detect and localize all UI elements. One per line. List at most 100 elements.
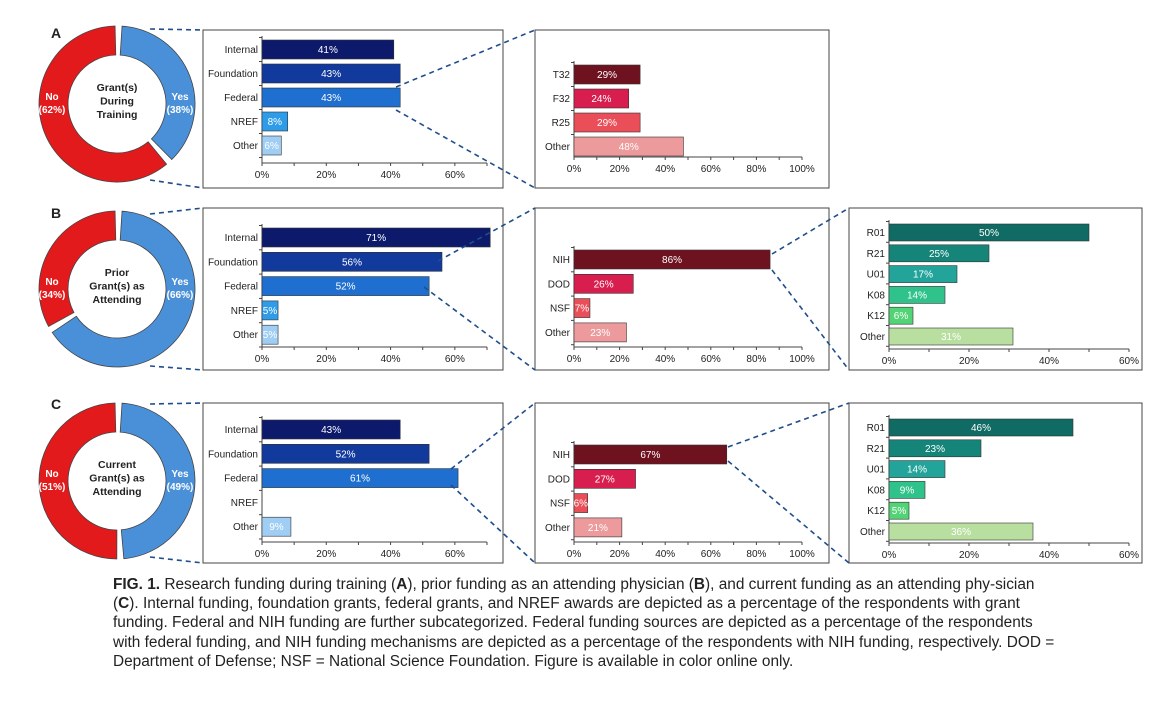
panel-c-bar-chart-3-bar-k08	[888, 481, 926, 499]
panel-a-bar-chart-1-bar-other	[261, 135, 282, 156]
caption-panel-b: B	[693, 576, 706, 593]
panel-a-bar-chart-2-x-tick-label: 100%	[789, 164, 815, 175]
caption-text-2: ), prior funding as an attending physici…	[407, 576, 694, 593]
panel-c-bar-chart-2-x-tick-label: 20%	[610, 549, 630, 560]
panel-c-bar-chart-3-x-tick-label: 0%	[882, 550, 897, 561]
panel-b-bar-chart-1-value-label: 52%	[336, 282, 356, 293]
caption-panel-a: A	[396, 576, 408, 593]
panel-b-bar-chart-3-value-label: 25%	[929, 249, 949, 260]
panel-c-bar-chart-2-category-label: NIH	[553, 450, 570, 461]
panel-c-bar-chart-1-bar-federal	[261, 468, 459, 488]
panel-b-bar-chart-3-category-label: K08	[867, 290, 885, 301]
panel-a-bar-chart-1-x-tick-label: 0%	[255, 170, 270, 181]
donut-slice-yes	[119, 25, 196, 161]
panel-a-chart-box-2	[534, 29, 830, 189]
panel-a-bar-chart-2-value-label: 48%	[619, 142, 639, 153]
zoom-connector-line	[771, 269, 850, 371]
panel-b-bar-chart-3-category-label: U01	[867, 270, 886, 281]
panel-b-bar-chart-1-category-label: Internal	[225, 233, 258, 244]
panel-c-bar-chart-3-value-label: 14%	[907, 465, 927, 476]
panel-c-bar-chart-1-category-label: Federal	[224, 474, 258, 485]
panel-b-bar-chart-3-x-tick-label: 60%	[1119, 356, 1139, 367]
panel-b-bar-chart-1-bar-internal	[261, 227, 491, 248]
panel-b-bar-chart-3-value-label: 17%	[913, 270, 933, 281]
panel-c-bar-chart-3-category-label: R21	[867, 444, 886, 455]
panel-b-bar-chart-3-x-tick-label: 0%	[882, 356, 897, 367]
panel-letter-b: B	[51, 205, 61, 221]
panel-c-bar-chart-3-bar-other	[888, 522, 1034, 541]
panel-a-bar-chart-2-value-label: 29%	[597, 118, 617, 129]
donut-slice-no	[38, 402, 118, 560]
panel-c-bar-chart-1-x-tick-label: 40%	[381, 549, 401, 560]
panel-b-bar-chart-1-category-label: Federal	[224, 282, 258, 293]
panel-b-bar-chart-1-x-tick-label: 20%	[316, 354, 336, 365]
panel-a-bar-chart-2-bar-r25	[573, 112, 641, 133]
panel-c-bar-chart-2-bar-other	[573, 517, 623, 538]
panel-c-bar-chart-2-category-label: NSF	[550, 499, 570, 510]
donut-center-title: Grant(s) as	[89, 473, 145, 485]
panel-a-bar-chart-2-x-tick-label: 0%	[567, 164, 582, 175]
donut-slice-yes	[51, 210, 196, 368]
panel-a-bar-chart-1-bar-federal	[261, 87, 401, 108]
panel-c-bar-chart-1-x-tick-label: 20%	[316, 549, 336, 560]
panel-c-bar-chart-3-bar-k12	[888, 501, 910, 520]
panel-b-bar-chart-2-x-tick-label: 40%	[655, 354, 675, 365]
panel-c-bar-chart-2-bar-nih	[573, 444, 728, 465]
panel-b-bar-chart-1-value-label: 71%	[366, 233, 386, 244]
panel-b-bar-chart-3-bar-r21	[888, 244, 990, 263]
panel-b-bar-chart-2-x-tick-label: 60%	[701, 354, 721, 365]
panel-c-bar-chart-3-x-tick-label: 40%	[1039, 550, 1059, 561]
panel-c-bar-chart-3-bar-u01	[888, 460, 946, 478]
panel-b-bar-chart-2-x-tick-label: 0%	[567, 354, 582, 365]
panel-c-bar-chart-2-x-tick-label: 0%	[567, 549, 582, 560]
panel-a-bar-chart-1-category-label: Foundation	[208, 69, 258, 80]
donut-slice-no	[38, 210, 117, 327]
panel-c-bar-chart-1-category-label: Internal	[225, 425, 258, 436]
panel-letter-a: A	[51, 25, 61, 41]
donut-no-label: No	[45, 469, 58, 480]
panel-b-bar-chart-3-category-label: Other	[860, 332, 886, 343]
donut-yes-label: Yes	[171, 469, 189, 480]
donut-yes-label: Yes	[171, 92, 189, 103]
panel-a-bar-chart-2-bar-t32	[573, 64, 641, 85]
donut-center-title: Current	[98, 459, 136, 471]
panel-c-bar-chart-2-value-label: 67%	[640, 450, 660, 461]
donut-no-percent: (51%)	[39, 482, 66, 493]
panel-b-bar-chart-3-value-label: 14%	[907, 290, 927, 301]
donut-center-title: Grant(s)	[97, 82, 138, 94]
panel-c-bar-chart-2-category-label: Other	[545, 523, 571, 534]
panel-b-bar-chart-3-bar-r01	[888, 223, 1090, 242]
panel-a-bar-chart-1-bar-foundation	[261, 63, 401, 84]
panel-b-bar-chart-2-category-label: DOD	[548, 279, 570, 290]
panel-c-bar-chart-2-x-tick-label: 100%	[789, 549, 815, 560]
panel-a-bar-chart-2-category-label: R25	[552, 118, 571, 129]
panel-a-bar-chart-2-x-tick-label: 60%	[701, 164, 721, 175]
panel-b-bar-chart-2-bar-dod	[573, 273, 634, 294]
panel-a-bar-chart-1-category-label: Federal	[224, 93, 258, 104]
panel-b-bar-chart-3-category-label: R21	[867, 249, 886, 260]
zoom-connector-line	[437, 207, 536, 262]
donut-center-title: Grant(s) as	[89, 281, 145, 293]
panel-b-bar-chart-3-category-label: R01	[867, 228, 886, 239]
panel-b-bar-chart-2-x-tick-label: 100%	[789, 354, 815, 365]
panel-b-bar-chart-2-x-tick-label: 80%	[746, 354, 766, 365]
panel-c-bar-chart-3-category-label: R01	[867, 423, 886, 434]
panel-c-bar-chart-3-category-label: U01	[867, 465, 886, 476]
panel-b-bar-chart-3-value-label: 6%	[894, 311, 909, 322]
panel-a-bar-chart-2-category-label: Other	[545, 142, 571, 153]
panel-c-bar-chart-1-category-label: Foundation	[208, 449, 258, 460]
panel-a-bar-chart-1-value-label: 41%	[318, 45, 338, 56]
panel-b-bar-chart-2-value-label: 7%	[575, 304, 590, 315]
zoom-connector-line	[149, 28, 204, 31]
panel-c-bar-chart-2-value-label: 21%	[588, 523, 608, 534]
panel-b-bar-chart-3-bar-k08	[888, 286, 946, 304]
zoom-connector-line	[149, 365, 204, 371]
panel-c-bar-chart-3-bar-r21	[888, 439, 982, 458]
panel-c-bar-chart-2-value-label: 27%	[595, 474, 615, 485]
panel-a-bar-chart-2-value-label: 29%	[597, 70, 617, 81]
panel-c-bar-chart-1-value-label: 9%	[269, 522, 284, 533]
donut-center-title: During	[100, 96, 134, 108]
panel-b-bar-chart-1-category-label: Other	[233, 330, 259, 341]
panel-c-bar-chart-3-value-label: 46%	[971, 423, 991, 434]
panel-a-bar-chart-1-x-tick-label: 20%	[316, 170, 336, 181]
